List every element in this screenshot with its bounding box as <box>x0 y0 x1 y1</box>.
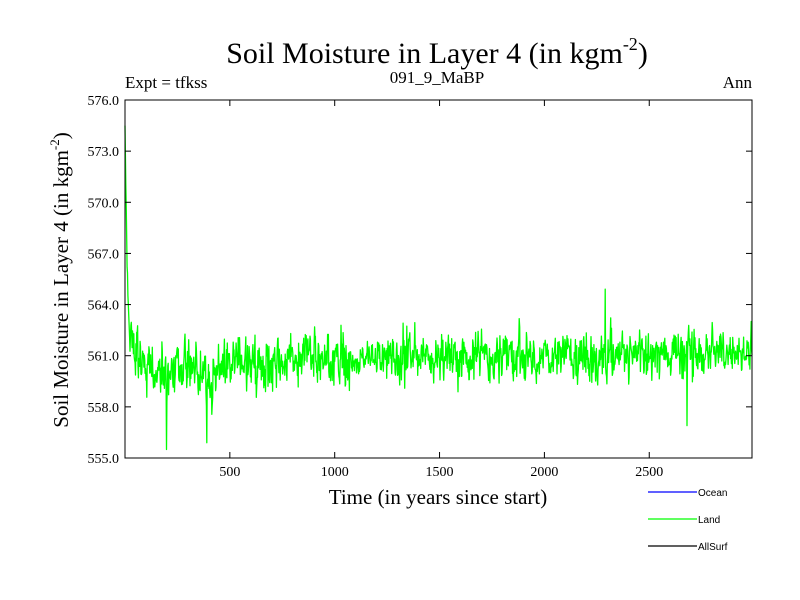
x-tick-label: 1000 <box>321 465 349 480</box>
y-tick-label: 558.0 <box>88 401 120 416</box>
subtitle-center: 091_9_MaBP <box>390 68 484 87</box>
y-tick-label: 573.0 <box>88 145 120 160</box>
x-axis: 500 1000 1500 2000 2500 <box>219 100 663 480</box>
chart-title-sup: -2 <box>623 34 638 54</box>
series-line-land <box>124 125 753 451</box>
y-axis-label-close: ) <box>49 132 73 139</box>
chart-title: Soil Moisture in Layer 4 (in kgm-2) <box>226 34 648 70</box>
y-tick-label: 564.0 <box>88 299 120 314</box>
y-axis-label-sup: -2 <box>47 139 62 150</box>
y-tick-label: 561.0 <box>88 350 120 365</box>
y-tick-label: 570.0 <box>88 196 120 211</box>
plot-area <box>124 125 753 451</box>
legend-label-ocean: Ocean <box>698 488 727 499</box>
x-tick-label: 500 <box>219 465 240 480</box>
y-axis-label: Soil Moisture in Layer 4 (in kgm-2) <box>47 132 73 427</box>
legend: Ocean Land AllSurf <box>648 488 728 553</box>
legend-label-land: Land <box>698 515 720 526</box>
x-tick-label: 2500 <box>635 465 663 480</box>
x-tick-label: 1500 <box>426 465 454 480</box>
x-axis-label: Time (in years since start) <box>329 485 548 509</box>
y-tick-label: 576.0 <box>88 94 120 109</box>
x-tick-label: 2000 <box>530 465 558 480</box>
plot-frame <box>124 99 753 459</box>
legend-label-allsurf: AllSurf <box>698 542 728 553</box>
y-axis-label-text: Soil Moisture in Layer 4 (in kgm <box>49 150 73 428</box>
y-tick-label: 567.0 <box>88 247 120 262</box>
chart-title-close: ) <box>638 37 648 70</box>
chart-title-text: Soil Moisture in Layer 4 (in kgm <box>226 37 623 70</box>
subtitle-left: Expt = tfkss <box>125 73 207 92</box>
subtitle-right: Ann <box>723 73 753 92</box>
y-axis: 555.0 558.0 561.0 564.0 567.0 570.0 573.0 576.0 <box>88 94 752 467</box>
y-tick-label: 555.0 <box>88 452 120 467</box>
